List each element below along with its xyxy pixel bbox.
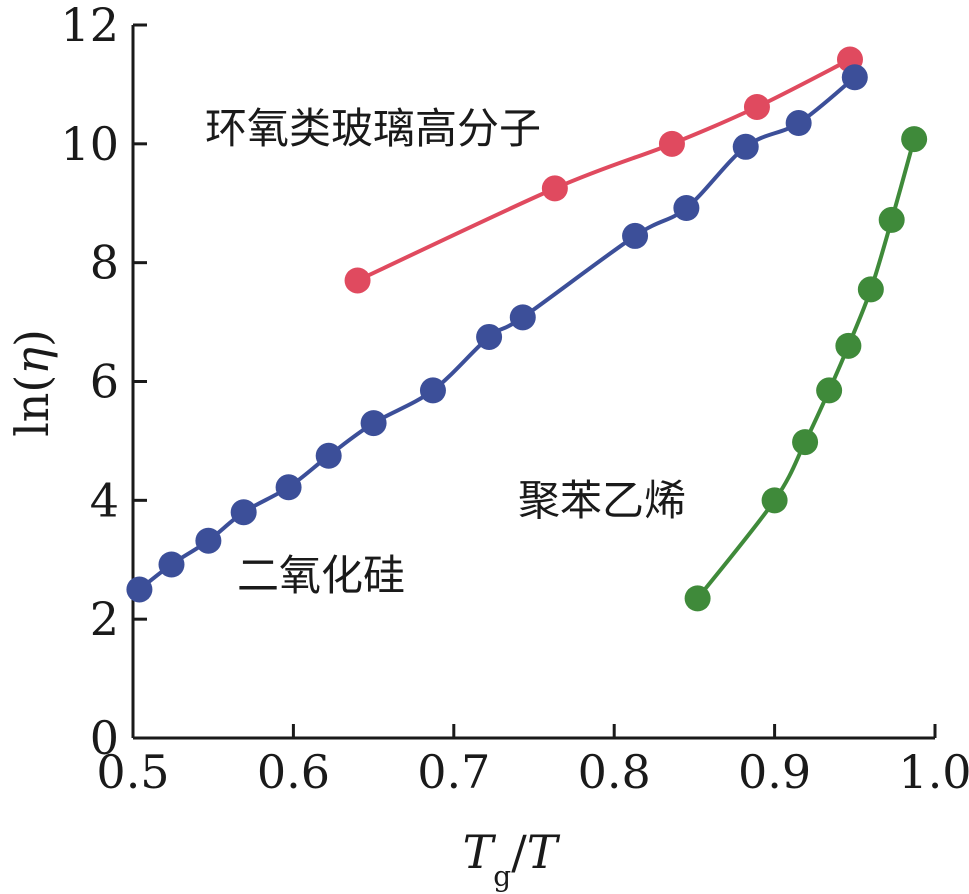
y-axis-title-var: η	[5, 347, 59, 375]
x-axis-title-sep: /	[511, 825, 527, 879]
y-tick-label: 6	[90, 355, 119, 409]
series-label-epoxy: 环氧类玻璃高分子	[205, 104, 541, 153]
x-axis-title-main: T	[463, 825, 497, 879]
series-polystyrene	[684, 126, 928, 612]
series-silica	[126, 64, 868, 603]
series-line-epoxy	[355, 57, 852, 283]
data-point-polystyrene	[761, 487, 788, 514]
data-point-silica	[126, 576, 153, 603]
data-point-silica	[315, 442, 342, 469]
y-axis-title-post: )	[5, 329, 59, 347]
y-axis-title: ln(η)	[5, 329, 59, 437]
data-point-silica	[673, 195, 700, 222]
series-labels: 环氧类玻璃高分子 二氧化硅 聚苯乙烯	[205, 104, 686, 600]
data-point-silica	[230, 499, 257, 526]
series-epoxy	[344, 46, 863, 294]
data-point-epoxy	[344, 267, 371, 294]
data-point-silica	[360, 410, 387, 437]
data-point-polystyrene	[857, 276, 884, 303]
data-point-silica	[732, 133, 759, 160]
data-point-epoxy	[743, 93, 770, 120]
x-axis-title-sub: g	[493, 860, 511, 893]
data-point-polystyrene	[684, 585, 711, 612]
x-tick-label: 0.8	[578, 745, 651, 799]
data-point-silica	[622, 222, 649, 249]
series-line-polystyrene	[695, 137, 917, 601]
y-axis-title-pre: ln(	[5, 375, 59, 437]
data-point-epoxy	[541, 175, 568, 202]
data-point-silica	[509, 304, 536, 331]
data-point-silica	[785, 110, 812, 137]
y-tick-label: 10	[60, 117, 119, 171]
data-point-silica	[841, 64, 868, 91]
series-label-polystyrene: 聚苯乙烯	[518, 476, 686, 525]
data-point-polystyrene	[901, 126, 928, 153]
x-axis-title-den: T	[527, 825, 561, 879]
series-label-silica: 二氧化硅	[237, 551, 405, 600]
y-tick-label: 12	[60, 0, 119, 52]
data-point-silica	[419, 377, 446, 404]
data-point-polystyrene	[816, 377, 843, 404]
data-point-epoxy	[658, 130, 685, 157]
x-tick-label: 1.0	[898, 745, 969, 799]
y-tick-label: 2	[90, 592, 119, 646]
y-tick-label: 4	[90, 473, 119, 527]
x-tick-label: 0.5	[96, 745, 169, 799]
data-point-polystyrene	[878, 206, 905, 233]
data-point-polystyrene	[835, 332, 862, 359]
y-tick-label: 8	[90, 236, 119, 290]
data-point-polystyrene	[792, 429, 819, 456]
tick-group: 0.5 0.6 0.7 0.8 0.9 1.0 0 2 4 6 8 10 12	[60, 0, 969, 799]
data-point-silica	[275, 474, 302, 501]
x-tick-label: 0.7	[417, 745, 490, 799]
x-axis-title: Tg/T	[463, 825, 561, 893]
x-tick-label: 0.9	[738, 745, 811, 799]
x-tick-label: 0.6	[257, 745, 330, 799]
axis-titles: Tg/T ln(η)	[5, 329, 561, 893]
data-point-silica	[476, 323, 503, 350]
data-point-silica	[158, 551, 185, 578]
data-point-silica	[195, 527, 222, 554]
series-layer	[126, 46, 928, 612]
series-line-silica	[137, 75, 857, 592]
y-tick-label: 0	[90, 711, 119, 765]
